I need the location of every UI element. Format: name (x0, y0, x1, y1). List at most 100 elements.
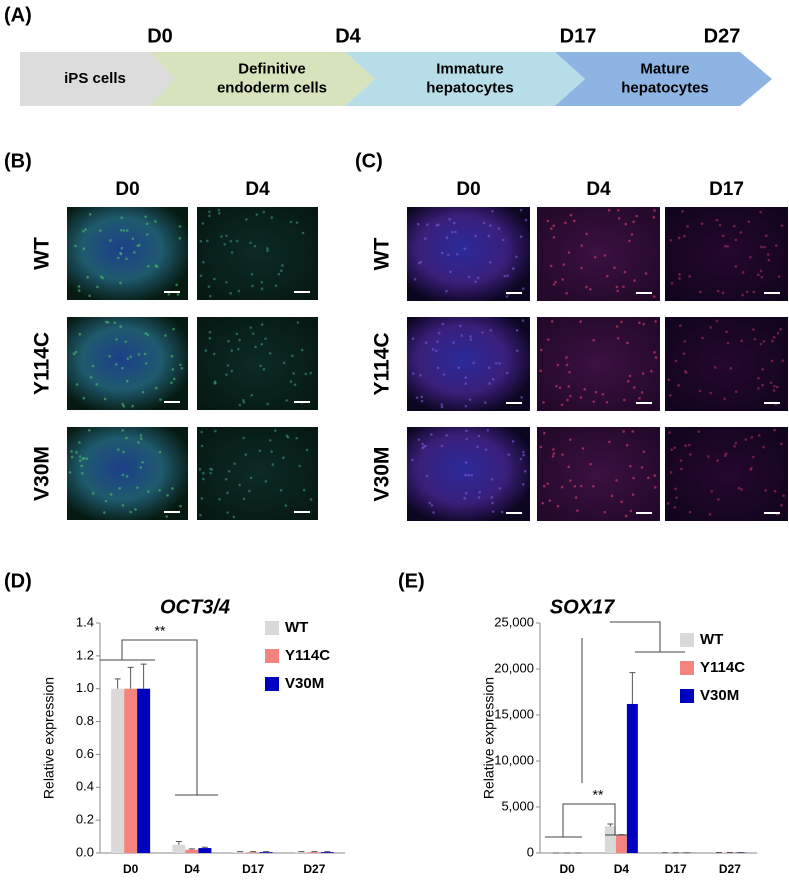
cell-dot (302, 488, 306, 492)
row-label: WT (371, 238, 394, 271)
cell-dot (91, 492, 95, 495)
cell-dot (295, 221, 299, 224)
cell-dot (494, 361, 498, 365)
bar (233, 852, 247, 853)
cell-dot (654, 320, 657, 323)
cell-dot (78, 459, 82, 462)
cell-dot (546, 482, 550, 485)
cell-dot (500, 510, 504, 514)
cell-dot (200, 430, 203, 434)
cell-dot (428, 501, 432, 505)
cell-dot (677, 236, 681, 240)
bar (111, 688, 125, 853)
x-tick-label: D17 (242, 862, 264, 876)
cell-dot (213, 277, 216, 281)
cell-dot (305, 448, 309, 452)
cell-dot (521, 450, 525, 454)
cell-dot (463, 247, 467, 251)
stage-arrow (345, 52, 585, 106)
cell-dot (264, 337, 267, 341)
cell-dot (725, 330, 728, 334)
cell-dot (498, 487, 502, 490)
cell-dot (271, 463, 275, 466)
cell-dot (668, 431, 671, 434)
micrograph (67, 317, 188, 410)
cell-dot (88, 294, 91, 298)
cell-dot (419, 260, 423, 264)
cell-dot (176, 293, 180, 296)
cell-dot (460, 334, 464, 337)
cell-dot (562, 263, 566, 266)
cell-dot (212, 352, 216, 356)
cell-dot (759, 269, 763, 273)
cell-dot (282, 361, 286, 365)
cell-dot (622, 285, 625, 289)
cell-dot (68, 471, 72, 474)
cell-dot (423, 237, 427, 240)
x-tick-label: D0 (559, 862, 575, 876)
cell-dot (421, 442, 424, 446)
legend-swatch (680, 633, 694, 647)
cell-dot (268, 352, 272, 355)
cell-dot (442, 373, 446, 376)
cell-dot (653, 474, 657, 477)
cell-dot (421, 446, 425, 450)
cell-dot (224, 477, 228, 481)
cell-dot (642, 322, 645, 326)
cell-dot (217, 208, 221, 212)
micrograph (407, 317, 530, 411)
cell-dot (779, 327, 782, 331)
cell-dot (260, 323, 264, 326)
cell-dot (218, 497, 221, 501)
cell-dot (781, 359, 785, 362)
cell-dot (245, 218, 248, 221)
cell-dot (258, 449, 262, 453)
cell-dot (445, 289, 448, 293)
cell-dot (70, 450, 73, 453)
cell-dot (697, 430, 700, 433)
cell-dot (721, 234, 725, 238)
bar (137, 688, 151, 853)
cell-dot (82, 247, 86, 250)
cell-dot (131, 237, 135, 241)
cell-dot (549, 264, 553, 268)
cell-dot (757, 387, 760, 390)
cell-dot (121, 366, 124, 370)
cell-dot (74, 244, 77, 248)
cell-dot (415, 396, 419, 400)
cell-dot (126, 229, 129, 232)
stage-label: hepatocytes (426, 79, 514, 96)
cell-dot (670, 282, 674, 285)
cell-dot (542, 484, 546, 488)
cell-dot (522, 453, 526, 457)
cell-dot (561, 278, 565, 281)
cell-dot (761, 368, 765, 371)
cell-dot (119, 251, 122, 255)
cell-dot (550, 227, 553, 230)
cell-dot (477, 496, 481, 499)
cell-dot (585, 285, 588, 289)
cell-dot (629, 464, 632, 468)
cell-dot (125, 475, 129, 478)
cell-dot (775, 385, 779, 389)
cell-dot (749, 255, 752, 259)
cell-dot (202, 477, 205, 481)
cell-dot (225, 280, 228, 284)
cell-dot (542, 401, 545, 404)
cell-dot (741, 271, 745, 274)
cell-dot (752, 290, 756, 294)
cell-dot (139, 466, 143, 469)
cell-dot (686, 225, 689, 228)
cell-dot (416, 222, 420, 226)
cell-dot (638, 396, 641, 400)
cell-dot (285, 399, 288, 402)
cell-dot (633, 386, 636, 389)
cell-dot (641, 372, 645, 375)
cell-dot (593, 255, 597, 259)
cell-dot (713, 366, 717, 369)
cell-dot (103, 397, 107, 401)
cell-dot (282, 456, 285, 460)
bar (626, 703, 638, 853)
cell-dot (683, 340, 687, 343)
cell-dot (640, 466, 644, 469)
